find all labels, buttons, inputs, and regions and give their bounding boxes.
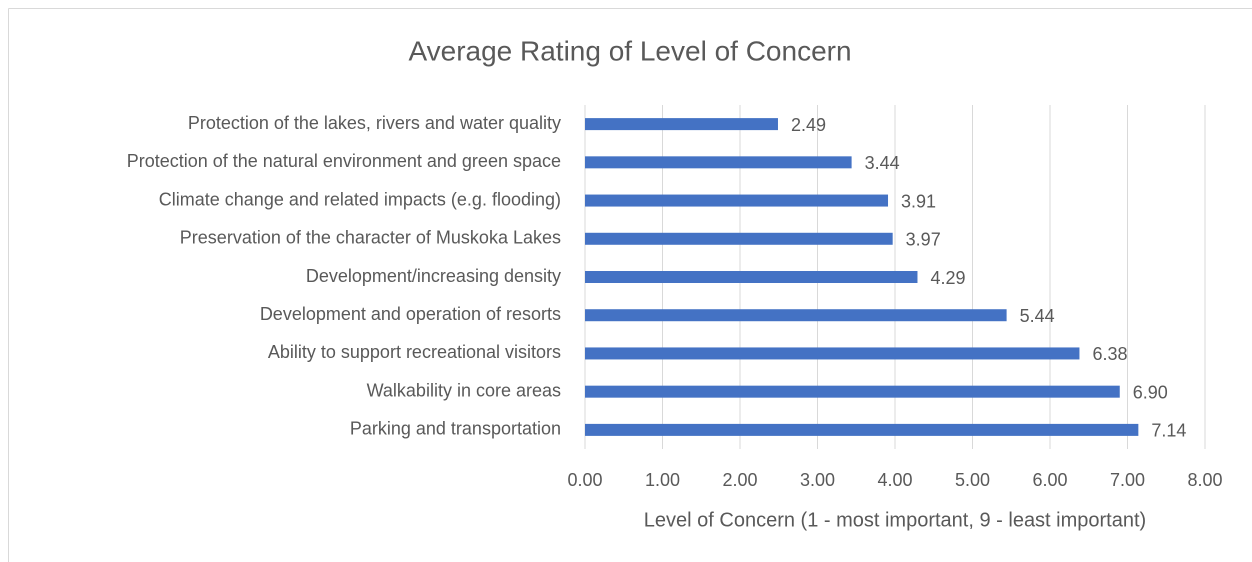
x-tick-label: 1.00	[645, 470, 680, 490]
value-label: 3.91	[901, 191, 936, 211]
bar	[585, 118, 778, 131]
y-tick-label: Protection of the natural environment an…	[127, 151, 561, 171]
y-tick-label: Preservation of the character of Muskoka…	[180, 228, 561, 248]
chart-title: Average Rating of Level of Concern	[408, 35, 851, 66]
bar	[585, 194, 889, 207]
x-tick-label: 4.00	[877, 470, 912, 490]
bar	[585, 347, 1080, 360]
y-tick-label: Parking and transportation	[350, 419, 561, 439]
x-tick-label: 3.00	[800, 470, 835, 490]
x-tick-label: 2.00	[722, 470, 757, 490]
x-tick-label: 0.00	[567, 470, 602, 490]
bar	[585, 423, 1139, 436]
x-axis-title: Level of Concern (1 - most important, 9 …	[644, 509, 1146, 531]
y-tick-label: Development and operation of resorts	[260, 304, 561, 324]
y-tick-label: Protection of the lakes, rivers and wate…	[188, 113, 561, 133]
y-tick-label: Climate change and related impacts (e.g.…	[159, 189, 561, 209]
value-label: 6.38	[1092, 344, 1127, 364]
value-label: 7.14	[1151, 421, 1186, 441]
value-label: 6.90	[1133, 382, 1168, 402]
x-tick-label: 5.00	[955, 470, 990, 490]
x-tick-label: 6.00	[1032, 470, 1067, 490]
value-label: 2.49	[791, 115, 826, 135]
bar	[585, 271, 918, 283]
x-tick-label: 7.00	[1110, 470, 1145, 490]
bar	[585, 232, 893, 245]
y-tick-label: Ability to support recreational visitors	[268, 342, 561, 362]
bar	[585, 156, 852, 169]
x-tick-label: 8.00	[1187, 470, 1222, 490]
value-label: 4.29	[930, 268, 965, 288]
y-tick-label: Walkability in core areas	[367, 380, 561, 400]
value-label: 3.44	[865, 153, 900, 173]
value-label: 5.44	[1020, 306, 1055, 326]
bar	[585, 385, 1120, 398]
value-label: 3.97	[906, 230, 941, 250]
y-tick-label: Development/increasing density	[306, 266, 561, 286]
bar	[585, 309, 1007, 322]
